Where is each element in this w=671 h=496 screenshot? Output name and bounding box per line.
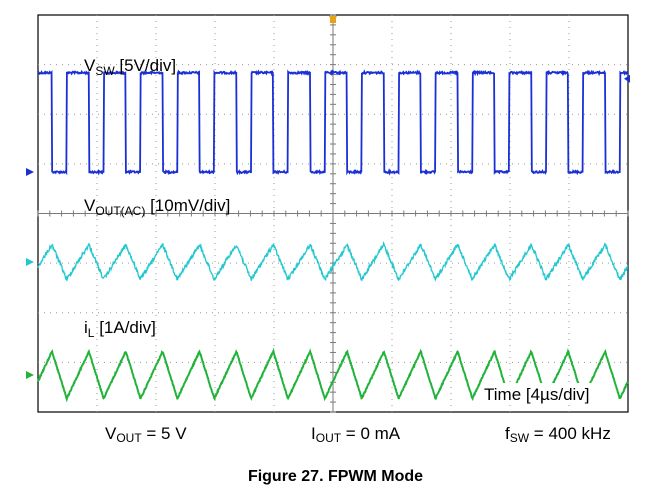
traces — [37, 69, 629, 403]
ch2-ground-marker — [26, 258, 34, 266]
time-label-bg — [481, 383, 613, 405]
channel-markers — [26, 16, 630, 379]
vout-condition: VOUT = 5 V — [105, 424, 187, 445]
il-trace — [37, 347, 629, 403]
time-per-div-label: Time [4µs/div] — [484, 385, 590, 404]
fsw-condition: fSW = 400 kHz — [505, 424, 611, 445]
vout-ac-label: VOUT(AC) [10mV/div] — [84, 196, 230, 218]
figure-caption: Figure 27. FPWM Mode — [247, 468, 424, 485]
ch1-trigger-level-marker — [624, 74, 630, 83]
il-label: iL [1A/div] — [84, 318, 156, 340]
vsw-label: VSW [5V/div] — [84, 56, 176, 78]
ch3-ground-marker — [26, 371, 34, 379]
grid — [37, 14, 629, 413]
vsw-trace — [37, 69, 629, 176]
vout-ac-trace — [37, 241, 629, 282]
ch1-ground-marker — [26, 168, 34, 176]
iout-condition: IOUT = 0 mA — [311, 424, 401, 445]
trigger-marker-cap — [330, 17, 336, 23]
